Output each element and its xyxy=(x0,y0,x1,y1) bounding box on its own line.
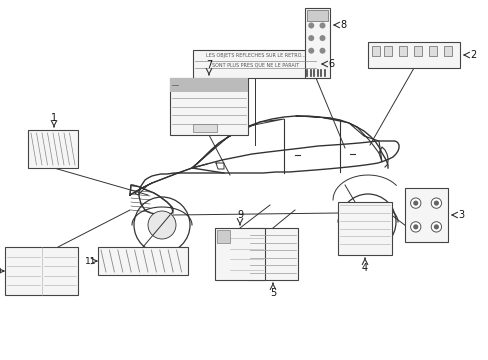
Circle shape xyxy=(430,222,441,232)
Bar xyxy=(170,78,247,92)
Circle shape xyxy=(410,222,420,232)
Bar xyxy=(383,46,391,56)
Text: LES OBJETS REFLECHES SUR LE RETRO...: LES OBJETS REFLECHES SUR LE RETRO... xyxy=(205,53,305,58)
Circle shape xyxy=(307,35,314,41)
Bar xyxy=(443,46,451,56)
Bar xyxy=(193,123,216,132)
Circle shape xyxy=(319,22,325,28)
Bar xyxy=(217,230,229,243)
Bar xyxy=(371,46,379,56)
Bar xyxy=(306,10,327,21)
Bar xyxy=(170,78,247,135)
Text: 4: 4 xyxy=(361,263,367,273)
Text: 7: 7 xyxy=(205,60,212,70)
Bar xyxy=(98,247,187,275)
Text: SONT PLUS PRES QUE NE LE PARAIT: SONT PLUS PRES QUE NE LE PARAIT xyxy=(211,62,299,67)
Bar xyxy=(247,228,297,280)
Text: 1: 1 xyxy=(51,113,57,123)
Bar xyxy=(215,228,264,280)
Bar xyxy=(28,130,78,168)
Text: 11: 11 xyxy=(84,256,96,266)
Bar xyxy=(413,46,421,56)
Circle shape xyxy=(412,201,417,206)
Circle shape xyxy=(430,198,441,208)
Circle shape xyxy=(134,197,190,253)
Text: 5: 5 xyxy=(269,288,276,298)
Bar xyxy=(193,50,317,78)
Text: 9: 9 xyxy=(237,210,243,220)
Circle shape xyxy=(148,211,176,239)
Circle shape xyxy=(433,224,438,229)
Circle shape xyxy=(307,48,314,54)
Text: 10: 10 xyxy=(0,266,2,275)
Bar xyxy=(428,46,436,56)
Circle shape xyxy=(319,35,325,41)
Bar xyxy=(5,247,78,295)
Bar xyxy=(367,42,459,68)
Circle shape xyxy=(319,48,325,54)
Circle shape xyxy=(339,194,395,250)
Circle shape xyxy=(412,224,417,229)
Circle shape xyxy=(433,201,438,206)
Text: 2: 2 xyxy=(469,50,475,60)
Bar xyxy=(404,188,447,242)
Text: 6: 6 xyxy=(327,59,333,69)
Bar xyxy=(305,8,329,78)
Bar xyxy=(398,46,406,56)
Circle shape xyxy=(307,22,314,28)
Text: 3: 3 xyxy=(457,210,463,220)
Circle shape xyxy=(410,198,420,208)
Text: 8: 8 xyxy=(339,20,346,30)
Bar xyxy=(337,202,391,255)
Circle shape xyxy=(353,208,381,236)
